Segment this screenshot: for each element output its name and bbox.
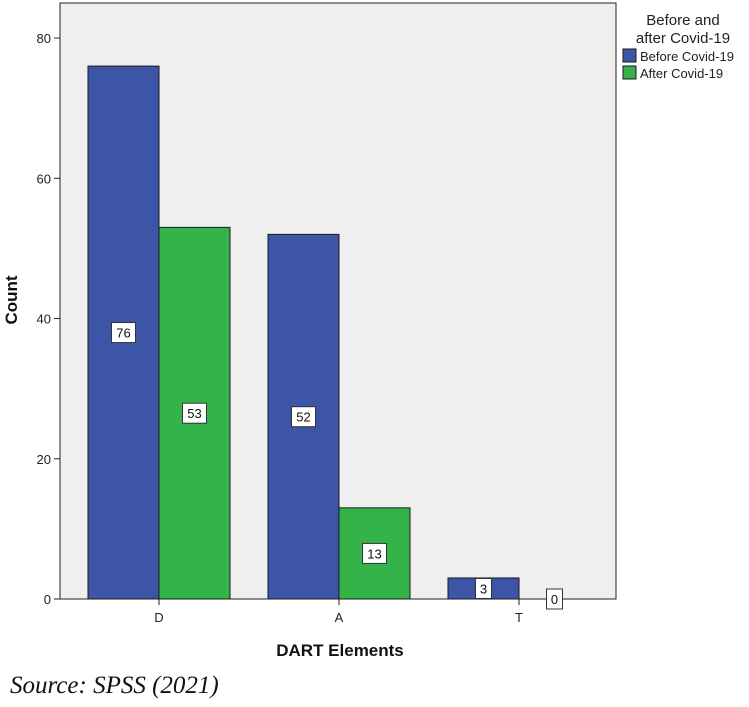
data-label-box (362, 542, 387, 564)
data-label: 13 (367, 546, 381, 561)
data-label-box (111, 322, 136, 344)
data-label: 0 (551, 592, 558, 607)
x-axis-title: DART Elements (276, 641, 404, 660)
x-tick-label: T (515, 610, 523, 625)
data-label: 52 (296, 410, 310, 425)
data-label-box (475, 577, 492, 599)
x-tick-label: A (335, 610, 344, 625)
y-tick-label: 0 (44, 592, 51, 607)
legend-title: Before and (646, 12, 719, 29)
x-tick-label: D (154, 610, 163, 625)
chart: 0 20 40 60 80 D A T 76 53 52 13 3 0 DART Elements C… (2, 2, 734, 660)
y-tick-label: 60 (37, 171, 51, 186)
legend-label: Before Covid-19 (640, 49, 734, 64)
data-label: 3 (480, 581, 487, 596)
legend-title: after Covid-19 (636, 30, 730, 47)
data-labels: 76 53 52 13 3 0 (111, 322, 563, 610)
legend-swatch (622, 48, 637, 63)
y-tick-label: 40 (37, 312, 51, 327)
y-tick-label: 20 (37, 452, 51, 467)
y-tick-label: 80 (37, 31, 51, 46)
source-note: Source: SPSS (2021) (10, 672, 219, 699)
legend-label: After Covid-19 (640, 66, 723, 81)
legend-swatch (622, 65, 637, 80)
data-label: 53 (187, 406, 201, 421)
data-label-box (546, 588, 563, 610)
data-label: 76 (116, 326, 130, 341)
data-label-box (291, 406, 316, 428)
y-axis: 0 20 40 60 80 (37, 31, 61, 607)
data-label-box (182, 402, 207, 424)
y-axis-title: Count (2, 275, 21, 324)
